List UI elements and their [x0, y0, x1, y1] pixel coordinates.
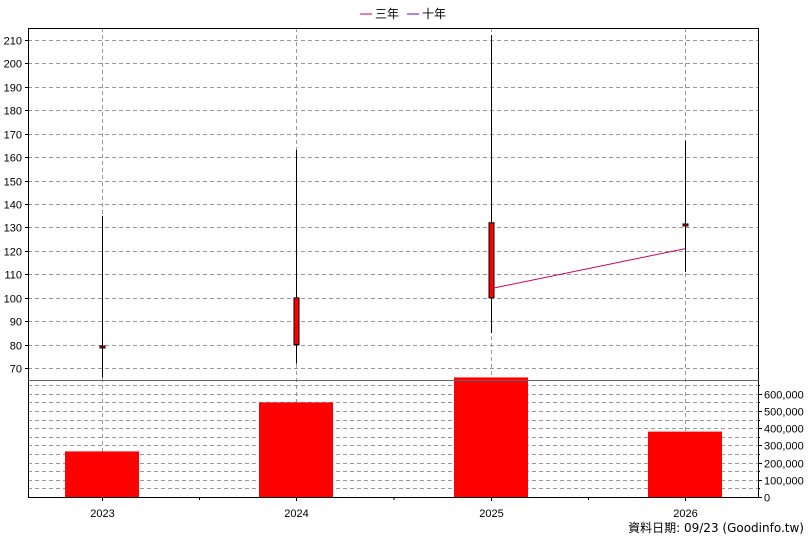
volume-bars [65, 377, 722, 497]
volume-tick-label: 0 [764, 493, 770, 505]
volume-tick-label: 300,000 [764, 441, 804, 453]
price-candles [99, 35, 689, 378]
price-axis: 70 80 90 100 110 120 130 140 150 160 170 180 190 200 2… [4, 36, 28, 376]
price-tick-label: 80 [10, 341, 22, 353]
price-tick-label: 70 [10, 364, 22, 376]
volume-tick-label: 500,000 [764, 407, 804, 419]
price-tick-label: 200 [4, 59, 22, 71]
volume-tick-label: 100,000 [764, 476, 804, 488]
data-date-footer: 資料日期: 09/23 (Goodinfo.tw) [628, 521, 804, 535]
x-tick-label: 2026 [673, 508, 697, 520]
legend-label-three-year: 三年 [375, 7, 399, 21]
volume-bar [454, 377, 528, 497]
candle-body [293, 297, 300, 346]
price-tick-label: 130 [4, 223, 22, 235]
candle-body [682, 223, 689, 227]
moving-lines [491, 248, 686, 289]
volume-bar [259, 402, 333, 497]
price-tick-label: 150 [4, 177, 22, 189]
x-axis: 2023 2024 2025 2026 [90, 497, 698, 520]
legend-label-ten-year: 十年 [422, 7, 446, 21]
price-tick-label: 210 [4, 36, 22, 48]
candle-body [99, 345, 106, 349]
x-tick-label: 2023 [90, 508, 114, 520]
moving-average-line [491, 248, 686, 289]
volume-tick-label: 400,000 [764, 424, 804, 436]
price-tick-label: 100 [4, 294, 22, 306]
volume-bar [65, 451, 139, 497]
price-tick-label: 120 [4, 247, 22, 259]
price-tick-label: 170 [4, 130, 22, 142]
price-tick-label: 190 [4, 83, 22, 95]
x-tick-label: 2024 [284, 508, 308, 520]
grid [28, 28, 758, 497]
volume-tick-label: 600,000 [764, 390, 804, 402]
price-tick-label: 110 [4, 270, 22, 282]
price-tick-label: 160 [4, 153, 22, 165]
candle-body [488, 222, 495, 299]
price-tick-label: 90 [10, 317, 22, 329]
volume-bar [648, 431, 722, 497]
price-tick-label: 180 [4, 106, 22, 118]
price-tick-label: 140 [4, 200, 22, 212]
x-tick-label: 2025 [479, 508, 503, 520]
legend: 三年 十年 [360, 7, 446, 21]
volume-tick-label: 200,000 [764, 459, 804, 471]
plot-frame [28, 28, 759, 498]
volume-axis: 0 100,000 200,000 300,000 400,000 500,000 600,… [758, 385, 804, 505]
